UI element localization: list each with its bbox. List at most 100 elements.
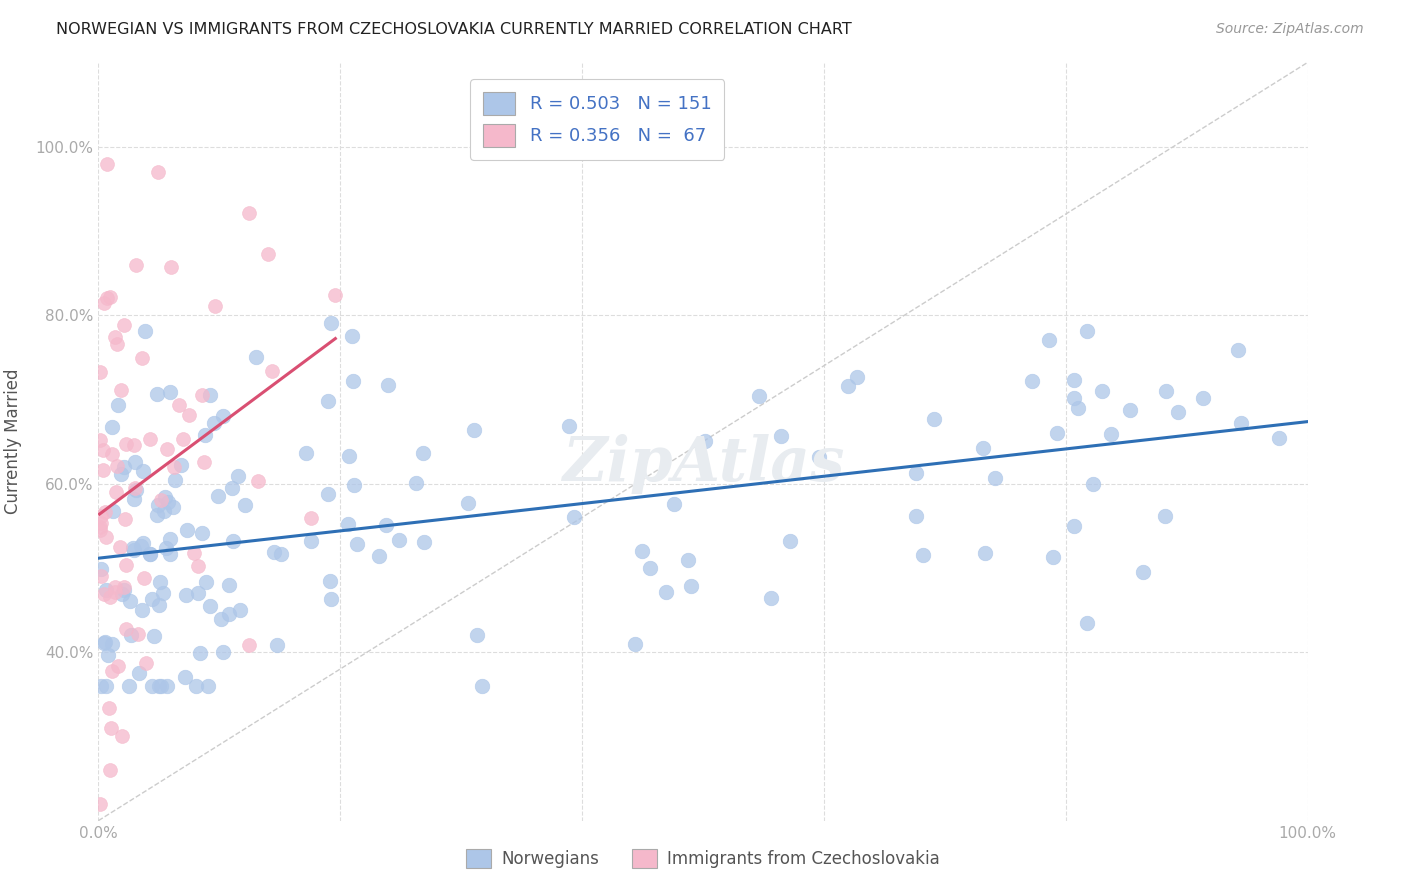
Point (89, 797, 111, 811)
Point (412, 535, 434, 549)
Point (1042, 550, 1064, 565)
Point (100, 446, 122, 460)
Point (229, 603, 252, 617)
Point (100, 721, 122, 735)
Point (245, 350, 267, 364)
Point (152, 586, 174, 600)
Point (202, 417, 225, 431)
Point (209, 612, 232, 626)
Point (98, 763, 121, 777)
Point (465, 628, 488, 642)
Point (984, 471, 1007, 485)
Point (134, 324, 156, 338)
Point (107, 659, 129, 673)
Point (270, 547, 292, 561)
Point (204, 299, 226, 313)
Point (94, 582, 117, 597)
Point (98, 591, 121, 605)
Point (89, 520, 111, 534)
Point (139, 432, 162, 446)
Point (197, 679, 219, 693)
Point (131, 603, 153, 617)
Point (1063, 373, 1085, 387)
Point (150, 679, 173, 693)
Point (808, 450, 831, 464)
Point (299, 510, 322, 524)
Point (748, 389, 770, 403)
Point (1119, 402, 1142, 417)
Point (562, 510, 585, 524)
Point (124, 455, 146, 469)
Point (163, 460, 186, 475)
Point (972, 441, 994, 455)
Point (1091, 384, 1114, 398)
Point (89, 365, 111, 379)
Point (105, 459, 128, 474)
Point (405, 476, 427, 491)
Point (159, 532, 181, 546)
Point (316, 393, 339, 408)
Point (150, 493, 173, 508)
Point (155, 490, 177, 504)
Point (122, 541, 145, 556)
Point (471, 679, 494, 693)
Point (233, 498, 256, 512)
Point (112, 318, 135, 333)
Point (149, 575, 172, 590)
Point (93, 587, 115, 601)
Y-axis label: Currently Married: Currently Married (4, 368, 21, 515)
Point (198, 387, 221, 401)
Point (120, 627, 142, 641)
Point (846, 370, 869, 384)
Point (260, 364, 283, 378)
Point (238, 206, 260, 220)
Point (159, 547, 181, 561)
Point (1046, 426, 1069, 441)
Point (211, 645, 233, 659)
Point (169, 458, 191, 472)
Text: Source: ZipAtlas.com: Source: ZipAtlas.com (1216, 22, 1364, 37)
Point (905, 509, 928, 524)
Point (221, 534, 243, 549)
Point (638, 560, 661, 574)
Point (162, 500, 184, 515)
Point (218, 578, 240, 592)
Point (337, 516, 360, 531)
Point (145, 508, 167, 522)
Point (115, 437, 138, 451)
Point (132, 535, 155, 549)
Point (107, 398, 129, 412)
Point (104, 584, 127, 599)
Point (91, 463, 114, 477)
Point (340, 329, 363, 343)
Point (624, 637, 647, 651)
Point (368, 549, 391, 564)
Point (122, 438, 145, 452)
Point (1038, 334, 1060, 348)
Point (911, 548, 934, 562)
Point (112, 580, 135, 594)
Point (655, 585, 678, 599)
Point (759, 591, 782, 605)
Point (146, 498, 169, 512)
Point (183, 546, 205, 560)
Point (148, 598, 170, 612)
Point (165, 473, 187, 487)
Point (1268, 431, 1291, 445)
Point (191, 525, 214, 540)
Point (135, 656, 157, 670)
Point (342, 374, 364, 388)
Point (156, 442, 179, 457)
Point (1226, 343, 1249, 357)
Point (221, 481, 243, 495)
Point (96, 156, 118, 170)
Point (98, 290, 121, 304)
Point (101, 503, 124, 517)
Point (295, 446, 318, 460)
Point (134, 571, 156, 585)
Point (904, 466, 927, 480)
Point (1192, 391, 1215, 405)
Point (143, 629, 166, 643)
Point (769, 429, 792, 443)
Point (412, 446, 434, 460)
